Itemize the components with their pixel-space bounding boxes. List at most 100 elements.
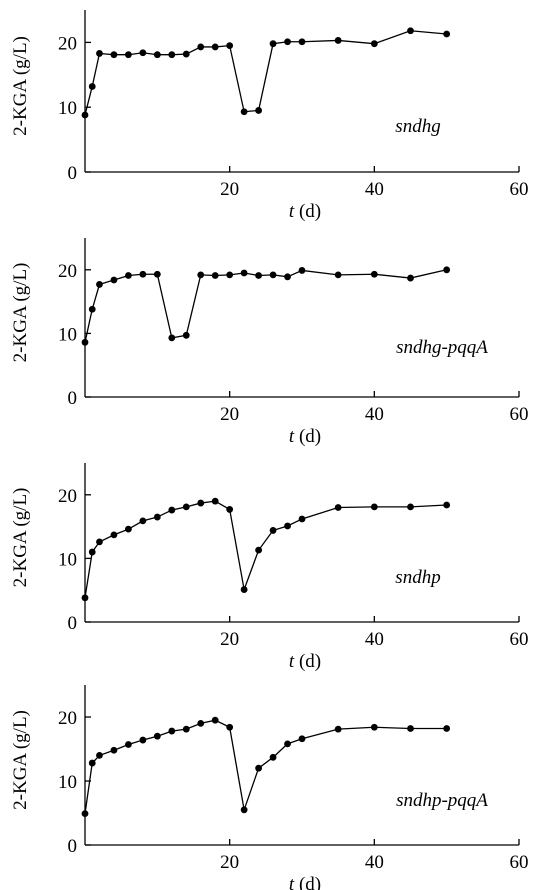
strain-label: sndhg (395, 116, 440, 137)
data-point (110, 51, 118, 59)
data-point (255, 764, 262, 772)
y-tick-label: 20 (58, 486, 77, 507)
data-point (240, 806, 248, 814)
x-axis-label: t (d) (289, 651, 321, 672)
data-point (269, 40, 277, 48)
x-axis-label-variable: t (289, 201, 295, 222)
chart-panel-4: 0 10 20 20 40 60 t (d) 2-KGA (g/L) sndhp-pqqA (10, 685, 529, 890)
data-point (443, 725, 451, 732)
data-point (407, 274, 414, 282)
x-tick-label: 60 (510, 629, 529, 650)
data-point (182, 725, 190, 733)
data-point (334, 271, 342, 279)
data-point (240, 586, 248, 593)
x-tick-label: 40 (365, 629, 384, 650)
x-tick-label: 60 (510, 179, 529, 200)
data-point (370, 503, 378, 511)
x-tick-label: 40 (365, 852, 384, 873)
data-point (407, 27, 414, 35)
data-point (211, 716, 219, 724)
x-axis-label: t (d) (289, 201, 321, 222)
data-point (96, 281, 103, 288)
data-point (168, 506, 176, 514)
data-point (197, 43, 205, 51)
data-point (334, 504, 342, 511)
data-point (269, 527, 277, 534)
y-axis-label: 2-KGA (g/L) (10, 36, 31, 136)
x-axis-label-unit: (d) (294, 651, 321, 672)
series-line (84, 269, 447, 343)
data-point (298, 38, 306, 46)
data-point (197, 720, 205, 727)
data-point (284, 522, 291, 530)
data-point (168, 51, 176, 59)
data-point (284, 740, 291, 748)
data-point (298, 267, 306, 274)
data-point (240, 108, 248, 116)
data-point (211, 272, 219, 279)
y-axis-label: 2-KGA (g/L) (10, 263, 31, 363)
x-tick-label: 20 (220, 852, 239, 873)
data-point (370, 270, 378, 278)
data-point (168, 727, 176, 735)
data-point (443, 501, 451, 509)
data-point (88, 305, 96, 313)
x-tick-label: 20 (220, 179, 239, 200)
data-point (226, 271, 234, 279)
data-point (443, 30, 451, 38)
y-tick-label: 0 (68, 388, 78, 409)
data-point (182, 331, 190, 339)
data-point (153, 513, 161, 521)
data-point (81, 338, 89, 346)
data-point (226, 42, 234, 50)
data-point (153, 732, 161, 740)
x-axis-label-variable: t (289, 874, 295, 890)
data-point (298, 515, 306, 523)
data-point (88, 548, 96, 556)
data-point (96, 538, 103, 546)
data-point (81, 111, 89, 119)
x-axis-label: t (d) (289, 874, 321, 890)
data-point (182, 50, 190, 58)
data-point (226, 723, 234, 731)
data-point (139, 49, 147, 57)
data-point (110, 276, 118, 284)
data-point (153, 51, 161, 59)
chart-panel-3: 0 10 20 20 40 60 t (d) 2-KGA (g/L) sndhp (10, 463, 529, 672)
data-point (269, 753, 277, 761)
data-point (211, 43, 219, 51)
data-point (407, 503, 414, 511)
data-point (124, 272, 132, 279)
data-point (168, 334, 176, 342)
x-axis-label-unit: (d) (294, 426, 321, 447)
data-point (255, 107, 262, 114)
data-point (124, 525, 132, 533)
strain-label: sndhp (395, 567, 440, 588)
x-axis-label: t (d) (289, 426, 321, 447)
data-point (81, 594, 89, 602)
x-tick-label: 40 (365, 404, 384, 425)
x-axis-label-unit: (d) (294, 201, 321, 222)
data-point (240, 269, 248, 277)
series-line (84, 719, 447, 814)
data-point (298, 735, 306, 743)
data-point (407, 725, 414, 732)
data-point (139, 517, 147, 525)
data-point (197, 499, 205, 507)
y-axis-label: 2-KGA (g/L) (10, 710, 31, 810)
data-point (284, 38, 291, 46)
y-tick-label: 20 (58, 261, 77, 282)
data-point (88, 759, 96, 767)
x-axis-label-unit: (d) (294, 874, 321, 890)
y-tick-label: 10 (58, 324, 77, 345)
y-tick-label: 20 (58, 33, 77, 54)
x-tick-label: 20 (220, 404, 239, 425)
series-line (84, 500, 447, 598)
x-tick-label: 20 (220, 629, 239, 650)
data-point (139, 270, 147, 278)
data-point (197, 271, 205, 279)
data-point (96, 50, 103, 57)
data-point (334, 725, 342, 733)
y-tick-label: 20 (58, 708, 77, 729)
